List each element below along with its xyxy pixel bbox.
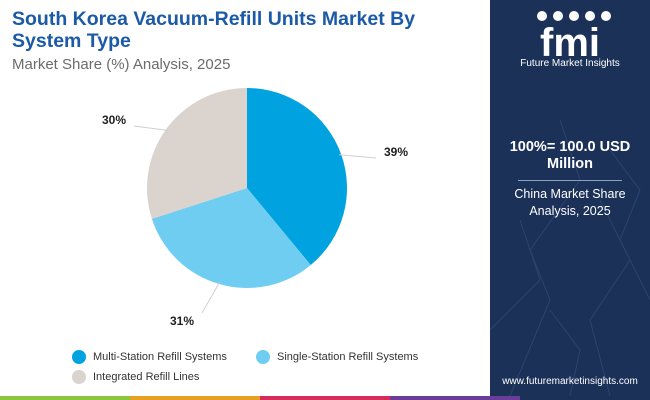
svg-text:fmi: fmi	[540, 21, 600, 65]
legend-swatch-integrated-lines	[72, 370, 86, 384]
pie-slice-multi-station-refill-systems	[247, 88, 348, 266]
pie-chart: 39% 31% 30%	[102, 88, 408, 328]
market-note: China Market Share Analysis, 2025	[514, 187, 626, 218]
pie-leader-line	[133, 125, 168, 131]
bottom-bar-segment	[520, 396, 650, 400]
chart-title: South Korea Vacuum-Refill Units Market B…	[12, 8, 416, 52]
pie-slices	[147, 88, 348, 288]
pie-data-label: 31%	[170, 314, 194, 328]
legend-swatch-multi-station	[72, 350, 86, 364]
pie-slice-integrated-refill-lines	[147, 88, 247, 219]
legend-label: Multi-Station Refill Systems	[93, 351, 227, 363]
bottom-bar-segment	[130, 396, 260, 400]
bottom-bar-segment	[260, 396, 390, 400]
legend-item-single-station: Single-Station Refill Systems	[256, 350, 418, 364]
legend-swatch-single-station	[256, 350, 270, 364]
sidebar-background-pattern	[490, 119, 650, 396]
logo-tagline: Future Market Insights	[520, 58, 620, 69]
bottom-bar-segment	[390, 396, 520, 400]
website-link[interactable]: www.futuremarketinsights.com	[502, 376, 638, 387]
fmi-logo: fmi	[537, 11, 611, 65]
chart-legend: Multi-Station Refill Systems Single-Stat…	[72, 346, 482, 392]
bottom-bar-segment	[0, 396, 130, 400]
pie-leader-line	[339, 154, 377, 159]
bottom-color-bar	[0, 396, 650, 400]
legend-item-integrated-lines: Integrated Refill Lines	[72, 370, 199, 384]
pie-data-labels: 39% 31% 30%	[102, 113, 408, 328]
chart-panel: South Korea Vacuum-Refill Units Market B…	[12, 8, 482, 392]
market-total: 100%= 100.0 USD Million	[509, 139, 631, 172]
pie-leader-line	[201, 281, 221, 314]
sidebar: fmi Future Market Insights 100%= 100.0 U…	[490, 0, 650, 396]
legend-label: Integrated Refill Lines	[93, 371, 200, 383]
legend-item-multi-station: Multi-Station Refill Systems	[72, 350, 227, 364]
pie-slice-single-station-refill-systems	[151, 188, 311, 288]
sidebar-divider	[518, 180, 622, 181]
pie-data-label: 39%	[384, 145, 408, 159]
legend-label: Single-Station Refill Systems	[277, 351, 419, 363]
pie-data-label: 30%	[102, 113, 126, 127]
chart-subtitle: Market Share (%) Analysis, 2025	[12, 56, 231, 73]
pie-leader-lines	[133, 125, 377, 314]
